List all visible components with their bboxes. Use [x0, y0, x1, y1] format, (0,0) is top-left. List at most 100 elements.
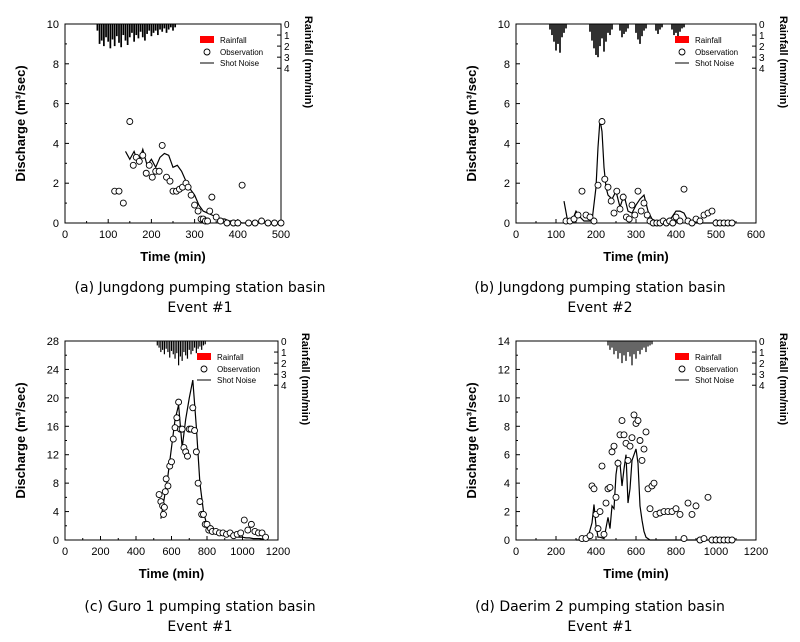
- c2-observation-point: [162, 475, 170, 483]
- c2-rainfall-bar: [190, 341, 192, 355]
- c1-rainfall-bar: [641, 24, 643, 37]
- caption-d-line1: (d) Daerim 2 pumping station basin: [475, 599, 725, 615]
- c0-xlabel: Time (min): [140, 249, 206, 264]
- c0-rainfall-bar: [103, 24, 105, 47]
- c3-observation-point: [620, 431, 628, 439]
- c0-observation-point: [187, 191, 195, 199]
- c2-rainfall-bar: [179, 341, 181, 357]
- c3-observation-point: [692, 502, 700, 510]
- c1-rainfall-bar: [637, 24, 639, 40]
- c3-rainfall-bar: [619, 341, 621, 354]
- c3-rainfall-bar: [633, 341, 635, 355]
- c2-xtick-label: 0: [62, 546, 68, 558]
- c3-xtick-label: 400: [587, 546, 605, 558]
- c0-ytick-label: 0: [53, 218, 59, 230]
- c0-shot-noise-line: [124, 147, 281, 224]
- chart-panel-d: 0 200 400 600 800 1000 1200 0 2 4 6 8 10 12 14 0 1 2 3 4 Tim…: [400, 321, 800, 642]
- c3-xtick-label: 800: [667, 546, 685, 558]
- c1-ytick-label: 8: [504, 59, 510, 71]
- c2-observation-point: [160, 503, 168, 511]
- c0-rainfall-bar: [174, 24, 177, 28]
- c0-rainfall-bar: [159, 24, 161, 30]
- c0-observation-point: [166, 177, 174, 185]
- c0-rainfall-bar: [107, 24, 110, 42]
- c3-observation-point: [700, 535, 708, 543]
- c1-rainfall-bar: [555, 24, 557, 51]
- c1-rainfall-bar: [679, 24, 681, 32]
- c0-legend-shot-noise: Shot Noise: [220, 59, 260, 68]
- c1-rainfall-bar: [675, 24, 677, 33]
- caption-b-line1: (b) Jungdong pumping station basin: [474, 280, 726, 296]
- c1-rainfall-bar: [627, 24, 629, 29]
- c1-xtick-label: 100: [547, 229, 565, 241]
- c0-observation-point: [158, 141, 166, 149]
- c0-y2tick-label: 0: [284, 20, 290, 31]
- c2-rainfall-bar: [193, 341, 196, 348]
- c1-y2tick-label: 4: [759, 64, 765, 75]
- c0-rainfall-bar: [137, 24, 140, 39]
- c3-observation-point: [650, 479, 658, 487]
- c2-legend-observation-marker: [200, 365, 208, 373]
- c3-observation-point: [596, 508, 604, 516]
- c0-rainfall-bar: [113, 24, 116, 47]
- c0-observation-point: [258, 217, 266, 225]
- c3-rainfall-bar: [623, 341, 625, 356]
- c2-observation-point: [240, 516, 248, 524]
- c0-observation-point: [212, 213, 220, 221]
- c2-rainfall-bar: [169, 341, 171, 358]
- caption-b-line2: Event #2: [567, 300, 633, 316]
- c2-ytick-label: 28: [47, 336, 59, 348]
- c2-legend-rainfall: Rainfall: [217, 353, 244, 362]
- c0-observation-point: [115, 187, 123, 195]
- caption-a-line1: (a) Jungdong pumping station basin: [74, 280, 326, 296]
- c2-ytick-label: 12: [47, 450, 59, 462]
- c2-observation-point: [194, 479, 202, 487]
- c0-observation-point: [126, 118, 134, 125]
- c1-observation-point: [672, 213, 680, 221]
- c3-rainfall-bar: [625, 341, 627, 361]
- c0-ytick-label: 8: [53, 59, 59, 71]
- c2-rainfall-bar: [199, 341, 201, 347]
- c0-observation-point: [206, 207, 214, 215]
- c1-observation-point: [628, 201, 636, 209]
- c1-observation-point: [607, 197, 615, 205]
- c0-rainfall-bar: [141, 24, 144, 38]
- caption-a-line2: Event #1: [167, 300, 233, 316]
- c1-rainfall-bar: [635, 24, 637, 33]
- c1-observation-point: [637, 207, 645, 215]
- c1-observation-point: [570, 215, 578, 223]
- c3-observation-point: [630, 411, 638, 419]
- c1-rainfall-bar: [599, 24, 601, 47]
- c0-observation-point: [251, 219, 259, 227]
- c3-observation-point: [602, 499, 610, 507]
- c2-xtick-label: 200: [91, 546, 109, 558]
- c0-observation-point: [142, 169, 150, 177]
- c1-rainfall-bar: [681, 24, 683, 29]
- c2-observation-point: [161, 488, 169, 496]
- c2-ytick-label: 8: [53, 478, 59, 490]
- c0-rainfall-bar: [105, 24, 107, 38]
- c1-ytick-label: 6: [504, 99, 510, 111]
- c1-rainfall-bar: [561, 24, 563, 38]
- c2-y2tick-label: 3: [281, 370, 287, 381]
- c3-rainfall-bar: [651, 341, 653, 345]
- c1-xlabel: Time (min): [603, 249, 669, 264]
- c3-legend-observation: Observation: [695, 365, 738, 374]
- c3-observation-point: [608, 448, 616, 456]
- c0-rainfall-bar: [161, 24, 164, 32]
- c1-rainfall-bar: [607, 24, 609, 33]
- c2-observation-point: [164, 482, 172, 490]
- c1-y2tick-label: 1: [759, 31, 765, 42]
- c3-rainfall-bar: [649, 341, 651, 346]
- c1-ytick-label: 4: [504, 138, 510, 150]
- c0-observation-point: [191, 201, 199, 209]
- c2-rainfall-bar: [195, 341, 197, 354]
- c0-legend-observation: Observation: [220, 48, 263, 57]
- c1-observation-point: [604, 183, 612, 191]
- c1-observation-point: [578, 187, 586, 195]
- c1-y2tick-label: 2: [759, 42, 765, 53]
- c2-xtick-label: 1200: [266, 546, 290, 558]
- c3-observation-point: [688, 510, 696, 518]
- c3-observation-point: [606, 483, 614, 491]
